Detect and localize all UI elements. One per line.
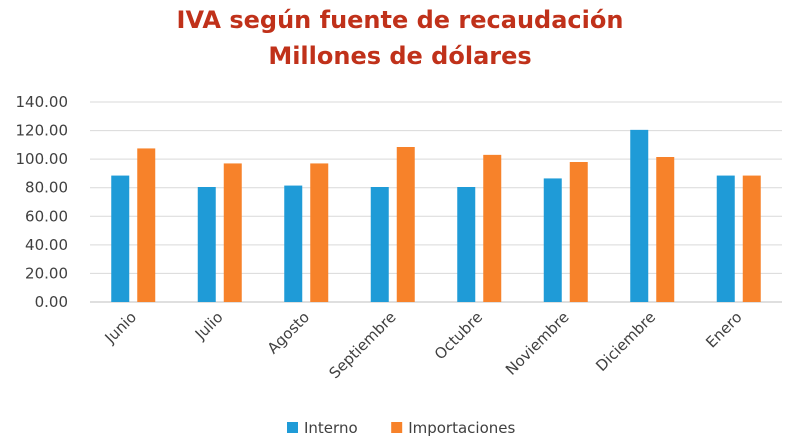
x-tick-label: Julio — [191, 308, 227, 344]
bar-interno-junio — [111, 175, 130, 302]
legend-label-importaciones: Importaciones — [408, 419, 515, 437]
bar-interno-septiembre — [370, 187, 389, 302]
bars — [111, 129, 761, 302]
bar-interno-enero — [716, 175, 735, 302]
x-tick-label: Octubre — [431, 308, 486, 363]
y-tick-label: 100.00 — [16, 150, 69, 168]
gridlines — [90, 101, 782, 303]
y-tick-label: 40.00 — [25, 236, 68, 254]
bar-importaciones-julio — [223, 163, 242, 302]
legend: Interno Importaciones — [287, 419, 516, 437]
legend-swatch-importaciones — [391, 422, 403, 433]
x-tick-label: Enero — [702, 308, 745, 351]
bar-importaciones-septiembre — [396, 147, 415, 302]
x-tick-label: Diciembre — [592, 308, 659, 375]
y-tick-label: 0.00 — [35, 293, 68, 311]
chart-title: IVA según fuente de recaudación — [176, 6, 624, 34]
bar-interno-agosto — [284, 185, 303, 302]
bar-interno-diciembre — [630, 129, 649, 302]
y-tick-label: 20.00 — [25, 264, 68, 282]
bar-importaciones-octubre — [483, 154, 502, 302]
y-axis-ticks: 0.00 20.00 40.00 60.00 80.00 100.00 120.00 140.… — [16, 93, 69, 311]
y-tick-label: 60.00 — [25, 207, 68, 225]
bar-interno-julio — [197, 187, 216, 302]
chart-title-block: IVA según fuente de recaudación Millones… — [0, 2, 800, 74]
bar-importaciones-enero — [742, 175, 761, 302]
bar-interno-octubre — [457, 187, 476, 302]
bar-importaciones-agosto — [310, 163, 329, 302]
x-tick-label: Agosto — [264, 308, 313, 357]
y-tick-label: 80.00 — [25, 179, 68, 197]
chart-subtitle: Millones de dólares — [268, 42, 532, 70]
bar-interno-noviembre — [543, 178, 562, 302]
x-axis-ticks: Junio Julio Agosto Septiembre Octubre Noviemb… — [101, 308, 746, 382]
legend-label-interno: Interno — [304, 419, 358, 437]
bar-importaciones-diciembre — [656, 157, 675, 302]
y-tick-label: 120.00 — [16, 122, 69, 140]
x-tick-label: Junio — [101, 308, 140, 347]
bar-importaciones-noviembre — [569, 162, 588, 302]
x-tick-label: Noviembre — [502, 308, 573, 379]
y-tick-label: 140.00 — [16, 93, 69, 111]
bar-importaciones-junio — [137, 148, 156, 302]
x-tick-label: Septiembre — [326, 308, 400, 382]
legend-swatch-interno — [287, 422, 298, 433]
